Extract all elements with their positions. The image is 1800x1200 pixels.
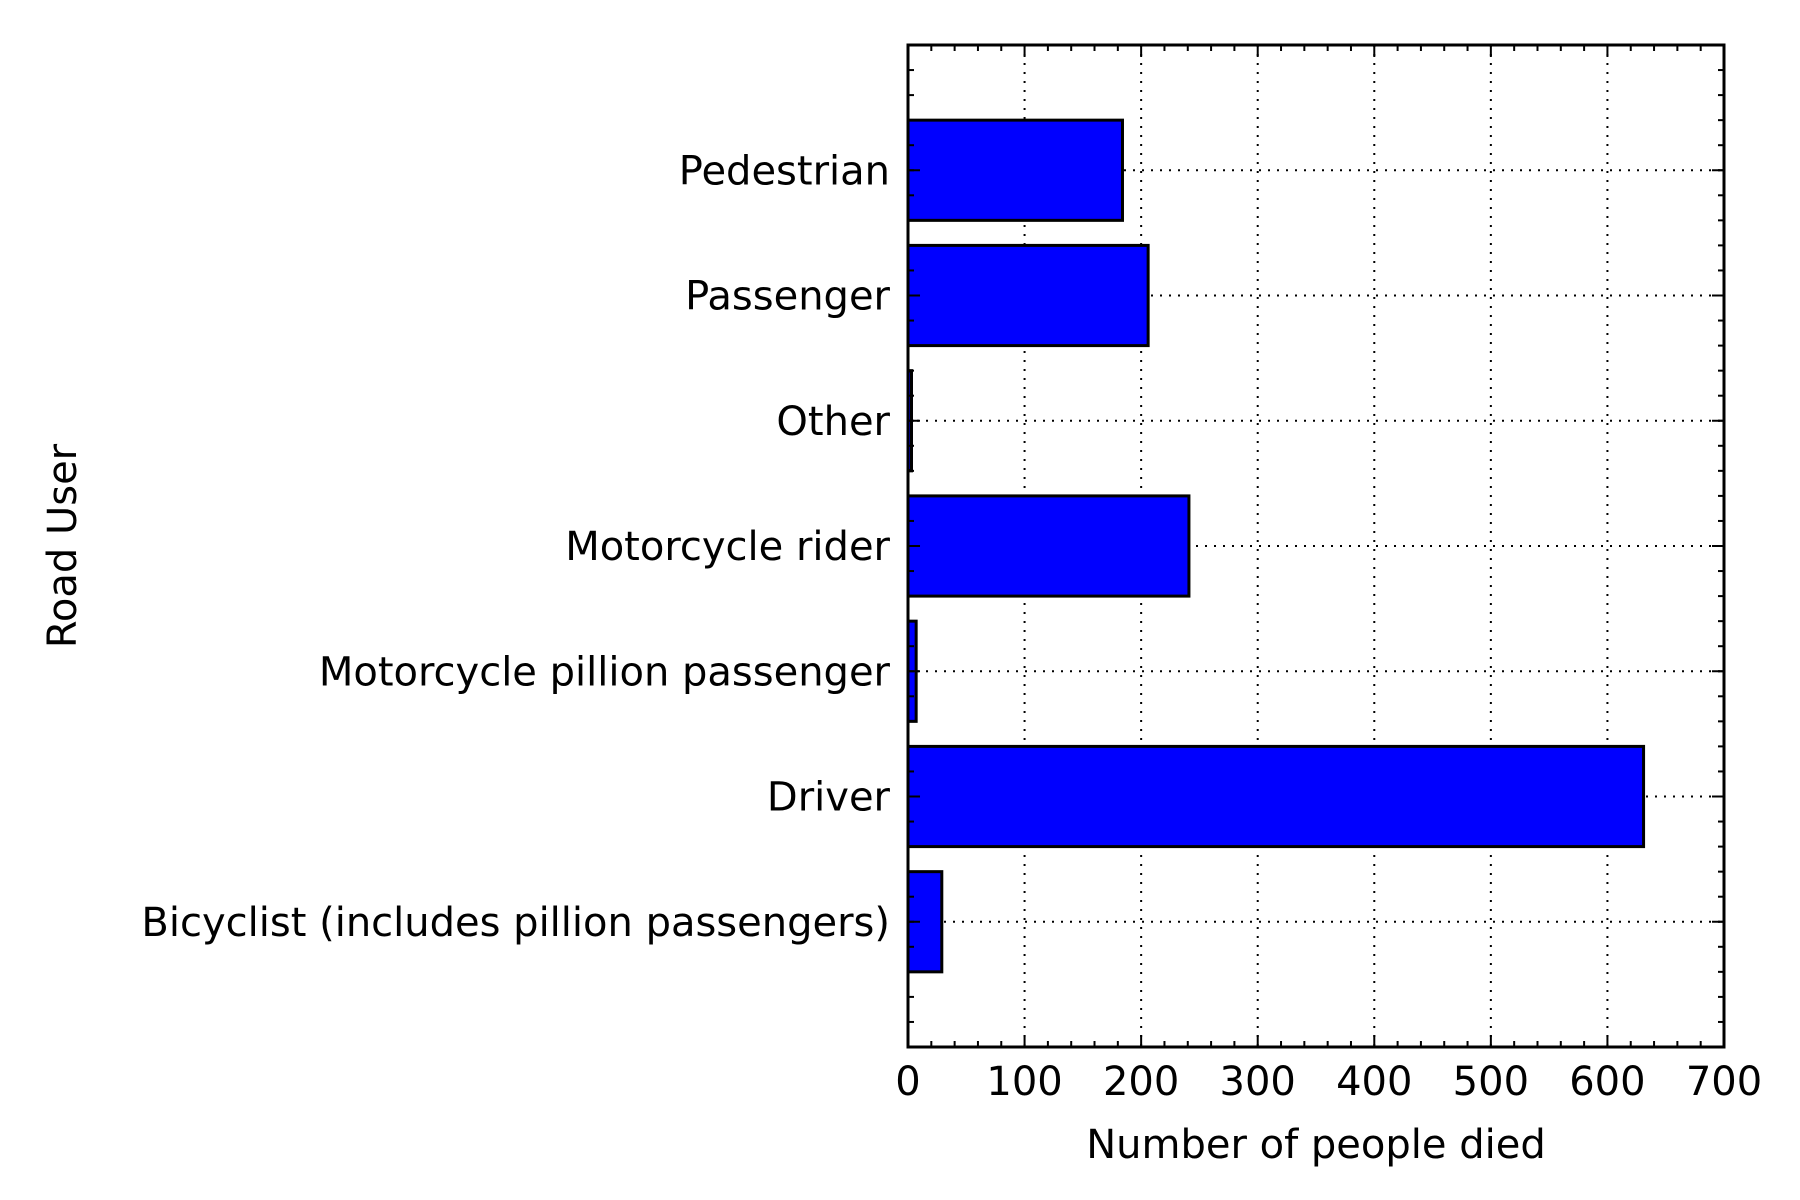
x-tick-label: 0 — [895, 1059, 920, 1105]
y-tick-label: Passenger — [685, 274, 890, 320]
bar — [906, 744, 1646, 849]
bar — [906, 243, 1150, 348]
x-tick-label: 600 — [1569, 1059, 1645, 1105]
y-tick-label: Motorcycle rider — [565, 524, 890, 570]
x-axis-title: Number of people died — [1086, 1122, 1545, 1168]
x-tick-label: 700 — [1686, 1059, 1762, 1105]
bars — [906, 118, 1646, 974]
y-tick-label: Other — [776, 399, 890, 445]
x-tick-label: 300 — [1220, 1059, 1296, 1105]
bar — [906, 118, 1124, 222]
plot-frame — [906, 43, 1726, 1049]
x-tick-label: 100 — [986, 1059, 1062, 1105]
y-axis-title: Road User — [40, 443, 86, 648]
y-tick-label: Pedestrian — [679, 148, 890, 194]
y-tick-label: Motorcycle pillion passenger — [319, 649, 891, 695]
x-tick-label: 400 — [1336, 1059, 1412, 1105]
y-tick-label: Driver — [767, 775, 891, 821]
x-tick-label: 200 — [1103, 1059, 1179, 1105]
tick-labels: 0 100 200 300 400 500 600 700 Bicyclist (include… — [141, 148, 1762, 1105]
bar — [906, 494, 1191, 598]
x-tick-label: 500 — [1453, 1059, 1529, 1105]
y-tick-label: Bicyclist (includes pillion passengers) — [141, 900, 890, 946]
